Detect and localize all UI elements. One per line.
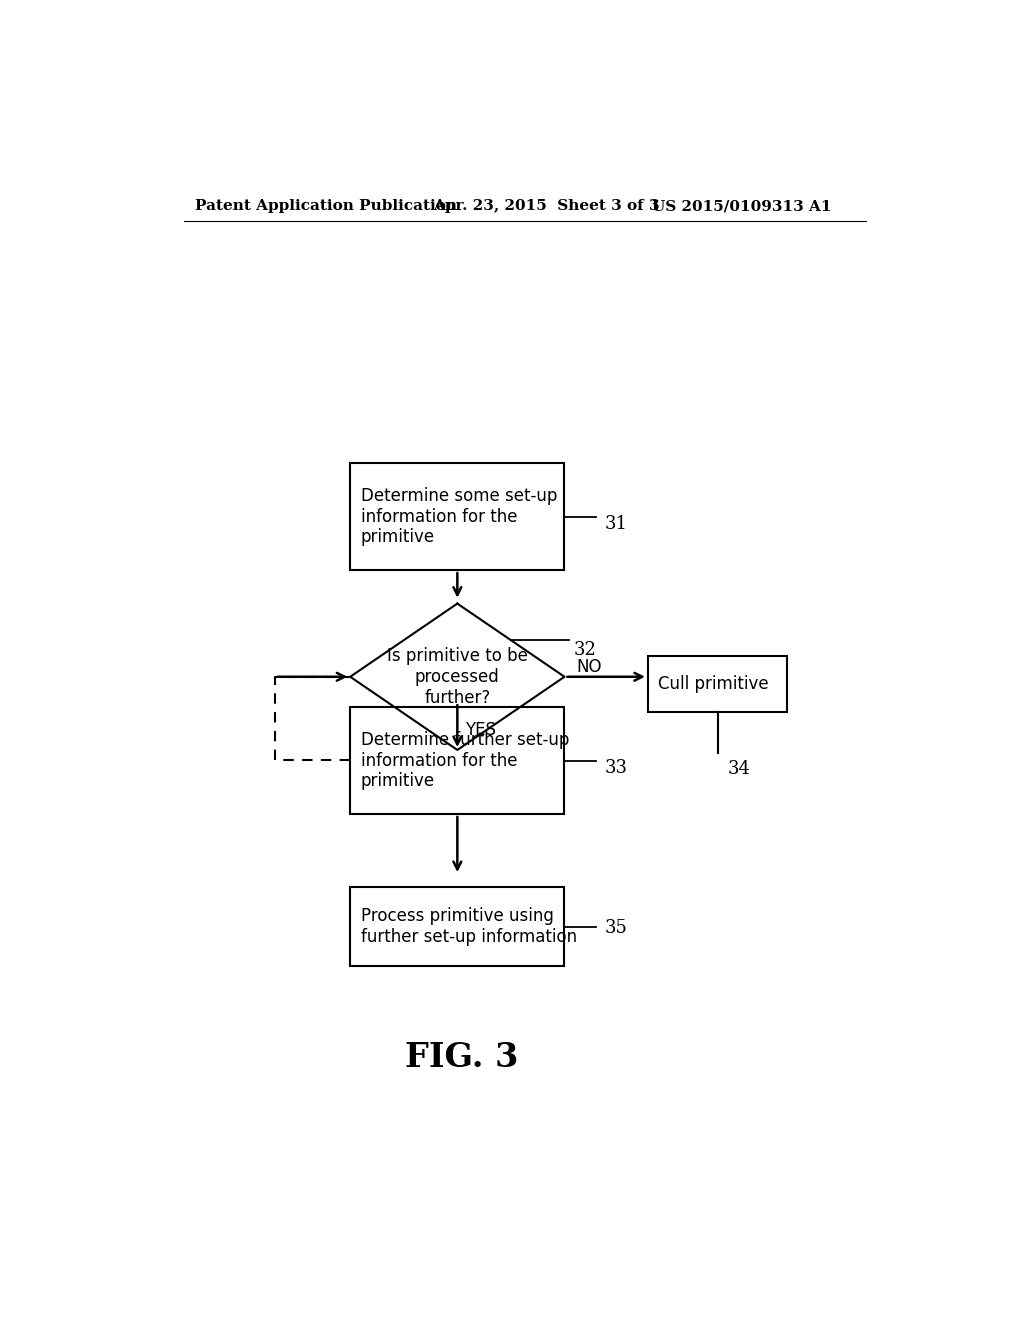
Text: NO: NO	[577, 657, 602, 676]
Text: 31: 31	[604, 515, 627, 533]
Text: Patent Application Publication: Patent Application Publication	[196, 199, 458, 213]
Text: FIG. 3: FIG. 3	[404, 1041, 518, 1074]
FancyBboxPatch shape	[350, 708, 564, 814]
Text: Cull primitive: Cull primitive	[658, 676, 769, 693]
Text: Is primitive to be
processed
further?: Is primitive to be processed further?	[387, 647, 527, 706]
FancyBboxPatch shape	[350, 887, 564, 966]
Text: US 2015/0109313 A1: US 2015/0109313 A1	[652, 199, 831, 213]
Text: 34: 34	[728, 760, 751, 777]
Text: Determine further set-up
information for the
primitive: Determine further set-up information for…	[360, 731, 569, 791]
Text: Process primitive using
further set-up information: Process primitive using further set-up i…	[360, 907, 577, 946]
Text: 35: 35	[604, 919, 627, 937]
Text: 32: 32	[573, 642, 596, 659]
Text: 33: 33	[604, 759, 627, 777]
Text: Apr. 23, 2015  Sheet 3 of 3: Apr. 23, 2015 Sheet 3 of 3	[433, 199, 660, 213]
Text: Determine some set-up
information for the
primitive: Determine some set-up information for th…	[360, 487, 557, 546]
Text: YES: YES	[465, 721, 497, 739]
FancyBboxPatch shape	[350, 463, 564, 570]
FancyBboxPatch shape	[648, 656, 786, 713]
